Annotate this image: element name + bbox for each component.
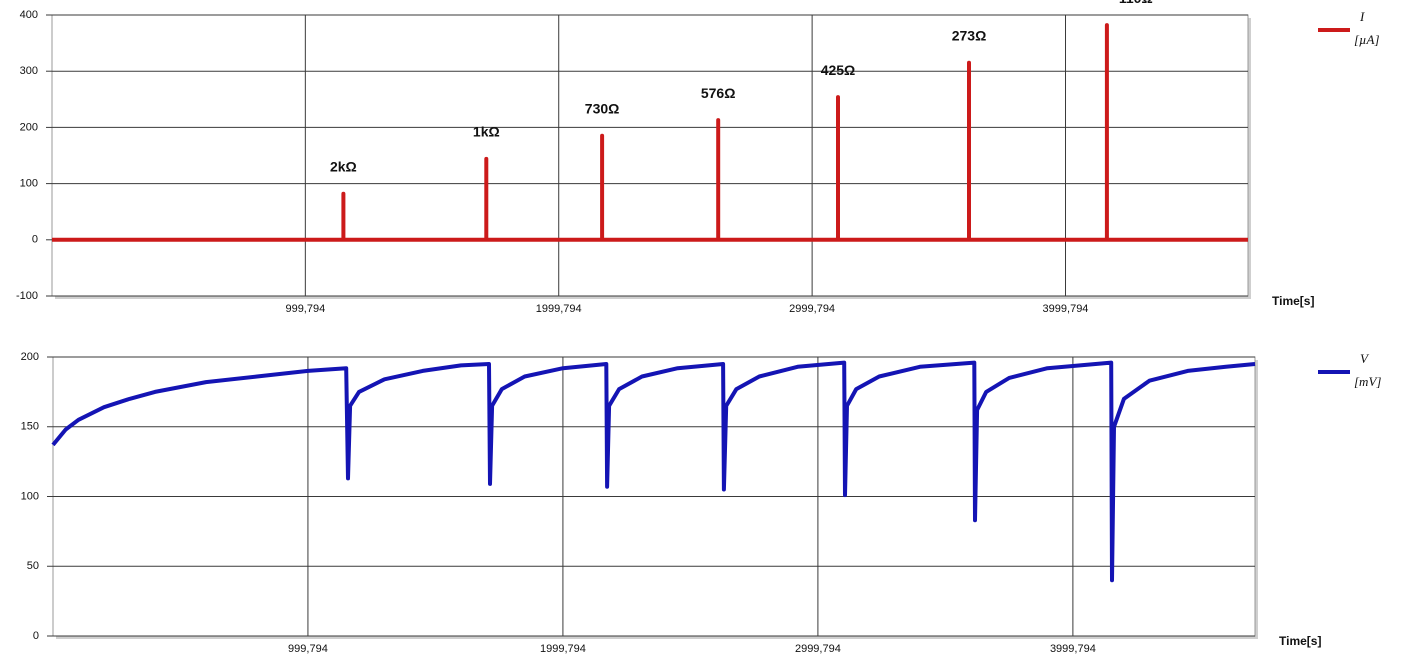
x-tick-label: 2999,794 [789,303,835,315]
x-tick-label: 1999,794 [536,303,582,315]
x-tick-label: 999,794 [285,303,325,315]
x-axis-label: Time[s] [1272,294,1314,308]
y-tick-label: 300 [20,65,38,77]
y-tick-label: 150 [21,421,39,433]
y-tick-label: 100 [20,178,38,190]
legend-name: V [1360,351,1370,366]
x-axis-label: Time[s] [1279,634,1321,648]
y-tick-label: 50 [27,560,39,572]
y-tick-label: 200 [21,351,39,363]
legend-unit: [µA] [1354,32,1380,47]
data-line [51,360,1256,583]
annotation: 730Ω [585,101,620,117]
annotation: 110Ω [1119,0,1153,6]
plot-area [51,14,1249,297]
legend-unit: [mV] [1354,374,1381,389]
y-tick-label: 400 [20,9,38,21]
legend-name: I [1359,9,1365,24]
annotation: 1kΩ [473,124,500,140]
y-tick-label: 0 [32,234,38,246]
x-tick-label: 3999,794 [1043,303,1089,315]
y-tick-label: 100 [21,490,39,502]
annotation: 273Ω [952,27,987,43]
y-tick-label: 0 [33,630,39,642]
annotation: 576Ω [701,85,736,101]
y-tick-label: 200 [20,121,38,133]
x-tick-label: 1999,794 [540,643,586,655]
annotation: 425Ω [821,62,856,78]
x-tick-label: 3999,794 [1050,643,1096,655]
data-line [52,23,1248,242]
x-tick-label: 999,794 [288,643,328,655]
annotation: 2kΩ [330,158,357,174]
y-tick-label: -100 [16,290,38,302]
x-tick-label: 2999,794 [795,643,841,655]
